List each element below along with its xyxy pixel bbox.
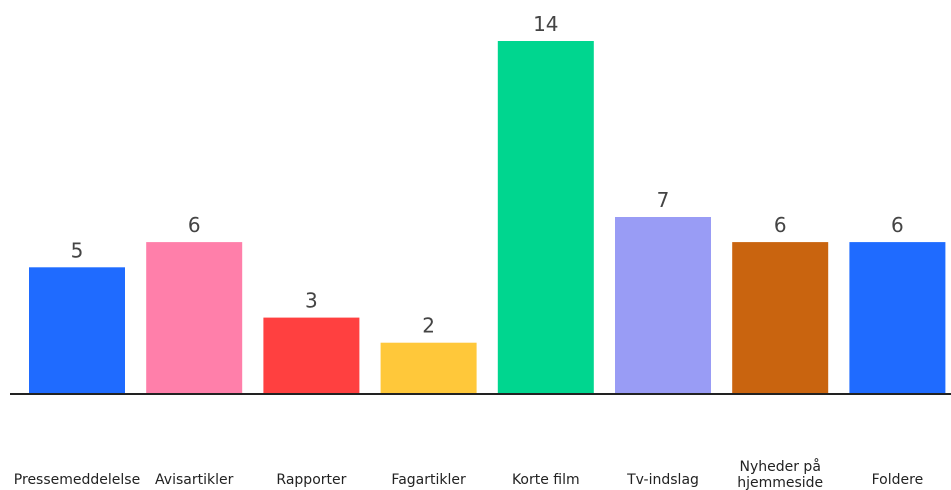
value-label-6: 7 [657,188,670,212]
bar-2 [146,242,243,393]
category-label-line: hjemmeside [737,475,823,490]
value-label-3: 3 [305,289,318,313]
category-label-6: Tv-indslag [626,472,699,488]
value-label-2: 6 [188,213,201,237]
value-label-1: 5 [71,238,84,262]
bar-6 [615,217,711,393]
bar-5 [497,41,594,393]
bars-group [29,41,946,393]
category-label-line: Foldere [872,472,924,488]
value-label-7: 6 [774,213,787,237]
category-label-2: Avisartikler [155,472,234,488]
bar-3 [263,317,360,393]
bar-7 [732,242,829,393]
value-label-8: 6 [891,213,904,237]
category-label-4: Fagartikler [391,472,466,488]
value-labels-group: 5 6 3 2 14 7 6 6 [71,12,904,338]
category-label-line: Fagartikler [391,472,466,488]
bar-8 [849,242,946,393]
category-label-line: Korte film [512,472,580,488]
value-label-5: 14 [533,12,558,36]
category-label-7: Nyheder på hjemmeside [737,458,823,490]
category-label-5: Korte film [512,472,580,488]
category-labels-group: Pressemeddelelse Avisartikler Rapporter Fag… [14,458,923,490]
category-label-line: Avisartikler [155,472,234,488]
category-label-line: Pressemeddelelse [14,472,140,488]
value-label-4: 2 [422,314,435,338]
category-label-line: Nyheder på [739,458,820,475]
bar-4 [380,342,477,393]
category-label-3: Rapporter [276,472,346,488]
category-label-1: Pressemeddelelse [14,472,140,488]
bar-1 [29,267,125,393]
category-label-line: Tv-indslag [626,472,699,488]
category-label-line: Rapporter [276,472,346,488]
category-label-8: Foldere [872,472,924,488]
